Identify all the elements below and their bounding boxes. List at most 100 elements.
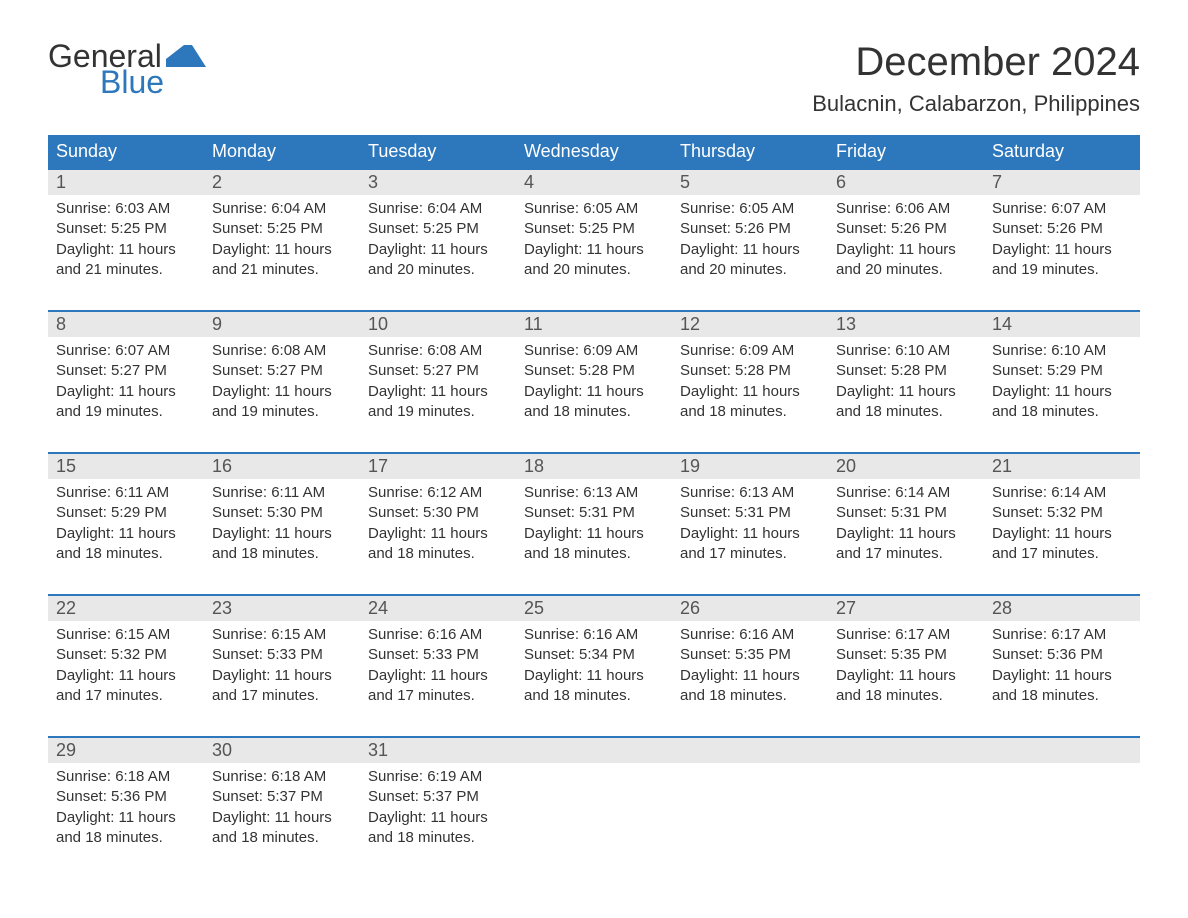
sunrise-text: Sunrise: 6:15 AM bbox=[56, 625, 196, 645]
day-number: 2 bbox=[204, 170, 360, 195]
sunset-text: Sunset: 5:34 PM bbox=[524, 645, 664, 665]
daylight-line2: and 20 minutes. bbox=[680, 260, 820, 280]
day-header-saturday: Saturday bbox=[984, 135, 1140, 168]
daylight-line2: and 19 minutes. bbox=[212, 402, 352, 422]
sunset-text: Sunset: 5:35 PM bbox=[680, 645, 820, 665]
sunset-text: Sunset: 5:32 PM bbox=[992, 503, 1132, 523]
sunset-text: Sunset: 5:32 PM bbox=[56, 645, 196, 665]
day-number: 23 bbox=[204, 596, 360, 621]
sunset-text: Sunset: 5:31 PM bbox=[836, 503, 976, 523]
sunset-text: Sunset: 5:28 PM bbox=[680, 361, 820, 381]
daynum-row: 891011121314 bbox=[48, 312, 1140, 337]
daylight-line1: Daylight: 11 hours bbox=[212, 240, 352, 260]
day-number: 17 bbox=[360, 454, 516, 479]
sunset-text: Sunset: 5:29 PM bbox=[56, 503, 196, 523]
daylight-line1: Daylight: 11 hours bbox=[368, 808, 508, 828]
daylight-line1: Daylight: 11 hours bbox=[680, 524, 820, 544]
day-number: 10 bbox=[360, 312, 516, 337]
daylight-line1: Daylight: 11 hours bbox=[56, 808, 196, 828]
daylight-line1: Daylight: 11 hours bbox=[212, 808, 352, 828]
sunrise-text: Sunrise: 6:10 AM bbox=[836, 341, 976, 361]
day-number: 4 bbox=[516, 170, 672, 195]
day-number: 24 bbox=[360, 596, 516, 621]
calendar: Sunday Monday Tuesday Wednesday Thursday… bbox=[48, 135, 1140, 854]
daylight-line1: Daylight: 11 hours bbox=[680, 666, 820, 686]
day-cell: Sunrise: 6:15 AMSunset: 5:33 PMDaylight:… bbox=[204, 621, 360, 712]
day-cell: Sunrise: 6:13 AMSunset: 5:31 PMDaylight:… bbox=[516, 479, 672, 570]
sunset-text: Sunset: 5:25 PM bbox=[368, 219, 508, 239]
daylight-line1: Daylight: 11 hours bbox=[212, 666, 352, 686]
day-number: 25 bbox=[516, 596, 672, 621]
sunrise-text: Sunrise: 6:16 AM bbox=[680, 625, 820, 645]
daylight-line1: Daylight: 11 hours bbox=[836, 240, 976, 260]
daylight-line1: Daylight: 11 hours bbox=[680, 240, 820, 260]
day-number: 12 bbox=[672, 312, 828, 337]
day-number: 27 bbox=[828, 596, 984, 621]
sunrise-text: Sunrise: 6:09 AM bbox=[524, 341, 664, 361]
daylight-line2: and 21 minutes. bbox=[212, 260, 352, 280]
daynum-row: 15161718192021 bbox=[48, 454, 1140, 479]
daylight-line1: Daylight: 11 hours bbox=[56, 666, 196, 686]
sunset-text: Sunset: 5:26 PM bbox=[992, 219, 1132, 239]
daynum-row: 293031 bbox=[48, 738, 1140, 763]
daylight-line2: and 18 minutes. bbox=[680, 686, 820, 706]
day-cell: Sunrise: 6:08 AMSunset: 5:27 PMDaylight:… bbox=[360, 337, 516, 428]
sunset-text: Sunset: 5:27 PM bbox=[56, 361, 196, 381]
daylight-line2: and 17 minutes. bbox=[992, 544, 1132, 564]
day-cell: Sunrise: 6:13 AMSunset: 5:31 PMDaylight:… bbox=[672, 479, 828, 570]
day-cell: Sunrise: 6:04 AMSunset: 5:25 PMDaylight:… bbox=[204, 195, 360, 286]
daylight-line1: Daylight: 11 hours bbox=[992, 382, 1132, 402]
day-cell: Sunrise: 6:05 AMSunset: 5:26 PMDaylight:… bbox=[672, 195, 828, 286]
daynum-row: 1234567 bbox=[48, 170, 1140, 195]
day-number: 3 bbox=[360, 170, 516, 195]
day-header-sunday: Sunday bbox=[48, 135, 204, 168]
daylight-line1: Daylight: 11 hours bbox=[56, 524, 196, 544]
sunset-text: Sunset: 5:28 PM bbox=[524, 361, 664, 381]
daynum-row: 22232425262728 bbox=[48, 596, 1140, 621]
daylight-line1: Daylight: 11 hours bbox=[992, 524, 1132, 544]
daylight-line1: Daylight: 11 hours bbox=[212, 524, 352, 544]
day-cell: Sunrise: 6:05 AMSunset: 5:25 PMDaylight:… bbox=[516, 195, 672, 286]
sunrise-text: Sunrise: 6:03 AM bbox=[56, 199, 196, 219]
week-row: 22232425262728Sunrise: 6:15 AMSunset: 5:… bbox=[48, 594, 1140, 712]
daylight-line2: and 19 minutes. bbox=[56, 402, 196, 422]
day-cell: Sunrise: 6:18 AMSunset: 5:37 PMDaylight:… bbox=[204, 763, 360, 854]
sunset-text: Sunset: 5:37 PM bbox=[212, 787, 352, 807]
day-cell: Sunrise: 6:11 AMSunset: 5:30 PMDaylight:… bbox=[204, 479, 360, 570]
day-header-tuesday: Tuesday bbox=[360, 135, 516, 168]
daylight-line1: Daylight: 11 hours bbox=[524, 382, 664, 402]
daylight-line1: Daylight: 11 hours bbox=[368, 240, 508, 260]
sunrise-text: Sunrise: 6:05 AM bbox=[680, 199, 820, 219]
day-cell: Sunrise: 6:12 AMSunset: 5:30 PMDaylight:… bbox=[360, 479, 516, 570]
day-cell: Sunrise: 6:16 AMSunset: 5:34 PMDaylight:… bbox=[516, 621, 672, 712]
daylight-line1: Daylight: 11 hours bbox=[836, 382, 976, 402]
day-number: 8 bbox=[48, 312, 204, 337]
day-cell: Sunrise: 6:14 AMSunset: 5:32 PMDaylight:… bbox=[984, 479, 1140, 570]
daylight-line1: Daylight: 11 hours bbox=[212, 382, 352, 402]
week-row: 1234567Sunrise: 6:03 AMSunset: 5:25 PMDa… bbox=[48, 168, 1140, 286]
daylight-line1: Daylight: 11 hours bbox=[368, 524, 508, 544]
day-cell: Sunrise: 6:04 AMSunset: 5:25 PMDaylight:… bbox=[360, 195, 516, 286]
logo-text-blue: Blue bbox=[100, 66, 206, 98]
daylight-line2: and 17 minutes. bbox=[368, 686, 508, 706]
daylight-line2: and 18 minutes. bbox=[524, 402, 664, 422]
sunrise-text: Sunrise: 6:13 AM bbox=[680, 483, 820, 503]
daylight-line2: and 18 minutes. bbox=[56, 828, 196, 848]
sunrise-text: Sunrise: 6:19 AM bbox=[368, 767, 508, 787]
day-number: 16 bbox=[204, 454, 360, 479]
sunrise-text: Sunrise: 6:18 AM bbox=[212, 767, 352, 787]
daylight-line2: and 21 minutes. bbox=[56, 260, 196, 280]
daylight-line2: and 20 minutes. bbox=[368, 260, 508, 280]
sunrise-text: Sunrise: 6:14 AM bbox=[992, 483, 1132, 503]
sunrise-text: Sunrise: 6:11 AM bbox=[56, 483, 196, 503]
day-number: 5 bbox=[672, 170, 828, 195]
sunset-text: Sunset: 5:31 PM bbox=[524, 503, 664, 523]
day-number: 9 bbox=[204, 312, 360, 337]
day-cell: Sunrise: 6:16 AMSunset: 5:35 PMDaylight:… bbox=[672, 621, 828, 712]
sunset-text: Sunset: 5:37 PM bbox=[368, 787, 508, 807]
daylight-line2: and 17 minutes. bbox=[836, 544, 976, 564]
daylight-line1: Daylight: 11 hours bbox=[524, 666, 664, 686]
sunrise-text: Sunrise: 6:08 AM bbox=[212, 341, 352, 361]
title-block: December 2024 Bulacnin, Calabarzon, Phil… bbox=[812, 40, 1140, 117]
day-number: 6 bbox=[828, 170, 984, 195]
